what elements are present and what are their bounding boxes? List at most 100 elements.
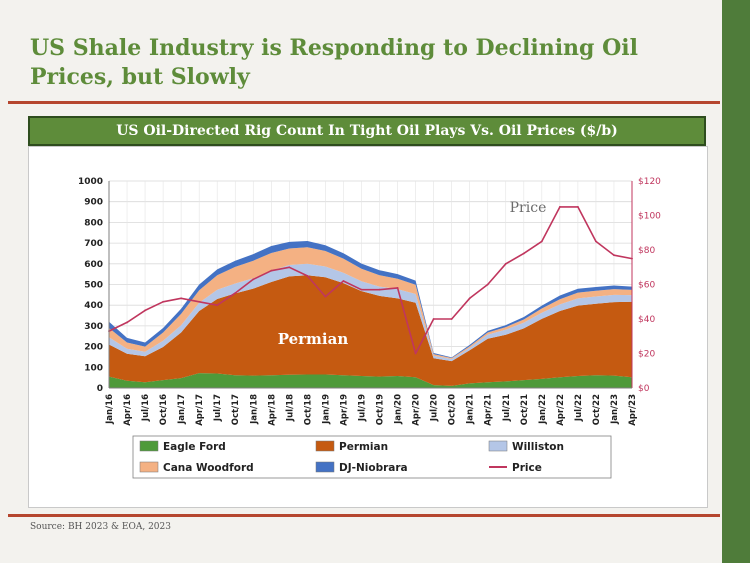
x-tick-label: Apr/21 <box>484 394 494 426</box>
x-tick-label: Jul/21 <box>502 394 512 422</box>
price-point <box>234 292 237 295</box>
chart-title: US Oil-Directed Rig Count In Tight Oil P… <box>28 116 706 146</box>
x-tick-label: Oct/17 <box>231 394 241 425</box>
title-divider <box>8 101 720 104</box>
x-tick-label: Jan/22 <box>538 394 548 425</box>
left-axis-ticks: 0 100 200 300 400 500 600 700 800 900 1000 <box>78 177 103 394</box>
x-tick-label: Jul/17 <box>213 394 223 422</box>
footer-divider <box>8 514 720 517</box>
price-point <box>558 205 561 208</box>
price-point <box>522 252 525 255</box>
right-tick-label: $40 <box>638 315 655 325</box>
x-tick-label: Oct/18 <box>303 394 313 425</box>
x-tick-label: Apr/17 <box>195 394 205 426</box>
price-point <box>288 266 291 269</box>
left-tick-label: 200 <box>84 343 103 353</box>
x-tick-label: Apr/18 <box>267 394 277 426</box>
price-line <box>108 206 633 355</box>
x-tick-label: Jul/18 <box>285 394 295 422</box>
legend-swatch-williston <box>488 440 508 452</box>
x-tick-label: Jan/18 <box>249 394 259 425</box>
x-tick-label: Jan/21 <box>466 394 476 425</box>
x-tick-label: Oct/21 <box>520 394 530 425</box>
price-point <box>486 283 489 286</box>
area-permian <box>109 275 632 386</box>
price-point <box>126 321 128 324</box>
left-tick-label: 700 <box>84 239 103 249</box>
right-tick-label: $120 <box>638 177 661 187</box>
legend-label-price: Price <box>512 462 542 474</box>
price-point <box>144 309 146 312</box>
left-tick-label: 600 <box>84 260 103 270</box>
x-tick-label: Jul/20 <box>430 394 440 422</box>
x-tick-label: Oct/22 <box>592 394 602 425</box>
x-tick-label: Jan/23 <box>610 394 620 425</box>
x-tick-label: Apr/19 <box>339 394 349 426</box>
x-tick-label: Jan/16 <box>105 394 115 425</box>
x-tick-label: Jan/20 <box>394 394 404 425</box>
right-axis-ticks: $0 $20 $40 $60 $80 $100 $120 <box>638 177 661 394</box>
right-tick-label: $0 <box>638 384 650 394</box>
price-point <box>595 240 597 243</box>
price-point <box>180 297 183 300</box>
x-tick-label: Jul/22 <box>574 394 584 422</box>
x-tick-label: Apr/23 <box>628 394 638 426</box>
price-point <box>432 318 435 320</box>
left-tick-label: 300 <box>84 322 103 332</box>
price-annotation: Price <box>510 200 547 216</box>
legend-box <box>132 435 612 479</box>
right-tick-label: $20 <box>638 350 655 360</box>
x-tick-label: Oct/16 <box>159 394 169 425</box>
price-point <box>414 352 417 355</box>
source-note: Source: BH 2023 & EOA, 2023 <box>30 522 171 532</box>
price-point <box>342 280 345 282</box>
price-point <box>378 288 381 291</box>
price-point <box>540 240 543 243</box>
price-point <box>324 295 327 298</box>
x-tick-label: Oct/20 <box>448 394 458 425</box>
x-tick-label: Jul/19 <box>357 394 367 422</box>
price-line-layer <box>108 205 633 355</box>
legend-swatch-permian <box>315 440 335 452</box>
right-tick-label: $60 <box>638 281 655 291</box>
price-point <box>216 304 219 307</box>
x-tick-label: Oct/19 <box>376 394 386 425</box>
left-tick-label: 500 <box>84 281 103 291</box>
area-eagle-ford <box>109 373 632 388</box>
stacked-areas <box>109 241 632 388</box>
x-tick-label: Apr/20 <box>412 394 422 426</box>
left-tick-label: 1000 <box>78 177 103 187</box>
price-point <box>252 278 255 281</box>
left-tick-label: 400 <box>84 301 103 311</box>
x-tick-label: Jan/19 <box>321 394 331 425</box>
price-point <box>270 269 273 272</box>
price-point <box>450 318 453 320</box>
legend-label-cana-woodford: Cana Woodford <box>163 462 254 474</box>
legend-label-dj-niobrara: DJ-Niobrara <box>339 462 408 474</box>
price-point <box>468 297 471 300</box>
legend-label-permian: Permian <box>339 441 388 453</box>
area-williston <box>109 263 632 362</box>
price-point <box>306 274 309 277</box>
price-point <box>504 262 507 265</box>
slide-title: US Shale Industry is Responding to Decli… <box>30 35 638 90</box>
price-point <box>613 254 615 257</box>
left-tick-label: 800 <box>84 218 103 228</box>
x-tick-label: Jul/16 <box>141 394 151 422</box>
legend-swatch-eagle-ford <box>139 440 159 452</box>
legend-swatch-dj-niobrara <box>315 461 335 473</box>
left-tick-label: 0 <box>97 384 103 394</box>
legend: Eagle Ford Permian Williston Cana Woodford D… <box>132 435 612 479</box>
left-tick-label: 900 <box>84 198 103 208</box>
permian-annotation: Permian <box>278 330 349 348</box>
legend-label-williston: Williston <box>512 441 564 453</box>
price-point <box>396 287 399 289</box>
legend-swatch-cana-woodford <box>139 461 159 473</box>
right-accent-bar <box>722 0 750 563</box>
price-point <box>576 205 579 208</box>
axes <box>108 181 633 389</box>
x-tick-label: Apr/22 <box>556 394 566 426</box>
x-tick-label: Jan/17 <box>177 394 187 425</box>
x-axis-ticks: Jan/16 Apr/16 Jul/16 Oct/16 Jan/17 Apr/17 Jul/… <box>105 394 638 426</box>
